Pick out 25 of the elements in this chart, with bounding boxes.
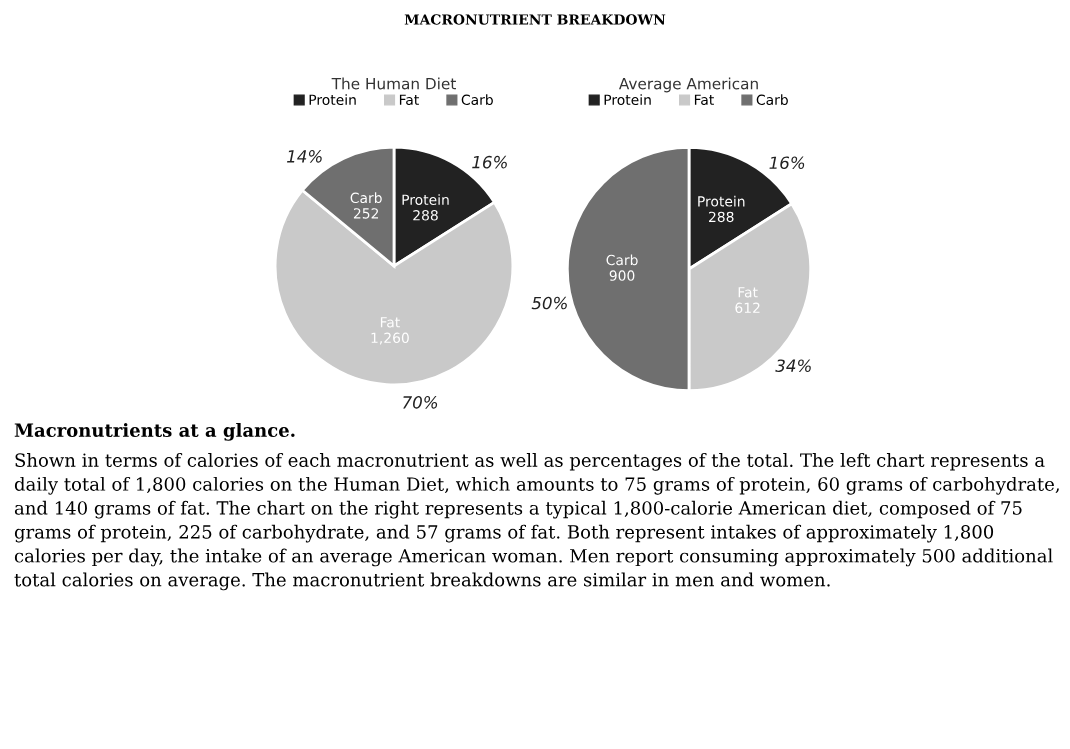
data-label: 288 (413, 210, 438, 221)
data-label: 252 (353, 208, 379, 219)
legend-label: Fat (399, 94, 419, 106)
text: 14% (287, 150, 322, 163)
legend-label: Carb (756, 94, 788, 106)
legend-label: Carb (461, 94, 493, 106)
legend-label: Protein (309, 94, 356, 106)
chart-title: Average American (618, 77, 758, 93)
data-label: 288 (709, 211, 734, 223)
text: Macronutrients at a glance. (14, 423, 295, 441)
legend-label: Fat (694, 94, 714, 106)
text: 70% (403, 396, 438, 409)
category-label: Protein (604, 94, 651, 106)
slice-label: Protein (698, 195, 745, 207)
text: MACRONUTRIENT BREAKDOWN (404, 14, 666, 25)
text: 50% (531, 296, 567, 310)
slice-label: Protein (402, 194, 449, 205)
text: 34% (775, 359, 811, 372)
slice-label: Carb (606, 254, 638, 266)
text: 16% (769, 156, 805, 170)
text: Shown in terms of calories of each macronutrient as well as percentages of the total. The left chart represents a daily total of 1,800 calories on the Human Diet, which amounts to 75 grams of protein, 60 grams of carbohydrate, and 140 grams of fat. The chart on the right represents a typical 1,800-calorie American diet, composed of 75 grams of protein, 225 of carbohydrate, and 57 grams of fat. Both represent intakes of approximately 1,800 calories per day, the intake of an average American woman. Men report consuming approximately 500 additional total calories on average. The macronutrient breakdowns are similar in men and women. (14, 453, 1059, 591)
text: 16% (472, 155, 507, 169)
slice-label: Carb (350, 192, 382, 204)
data-label: 900 (609, 270, 635, 281)
chart-title: The Human Diet (331, 77, 456, 90)
